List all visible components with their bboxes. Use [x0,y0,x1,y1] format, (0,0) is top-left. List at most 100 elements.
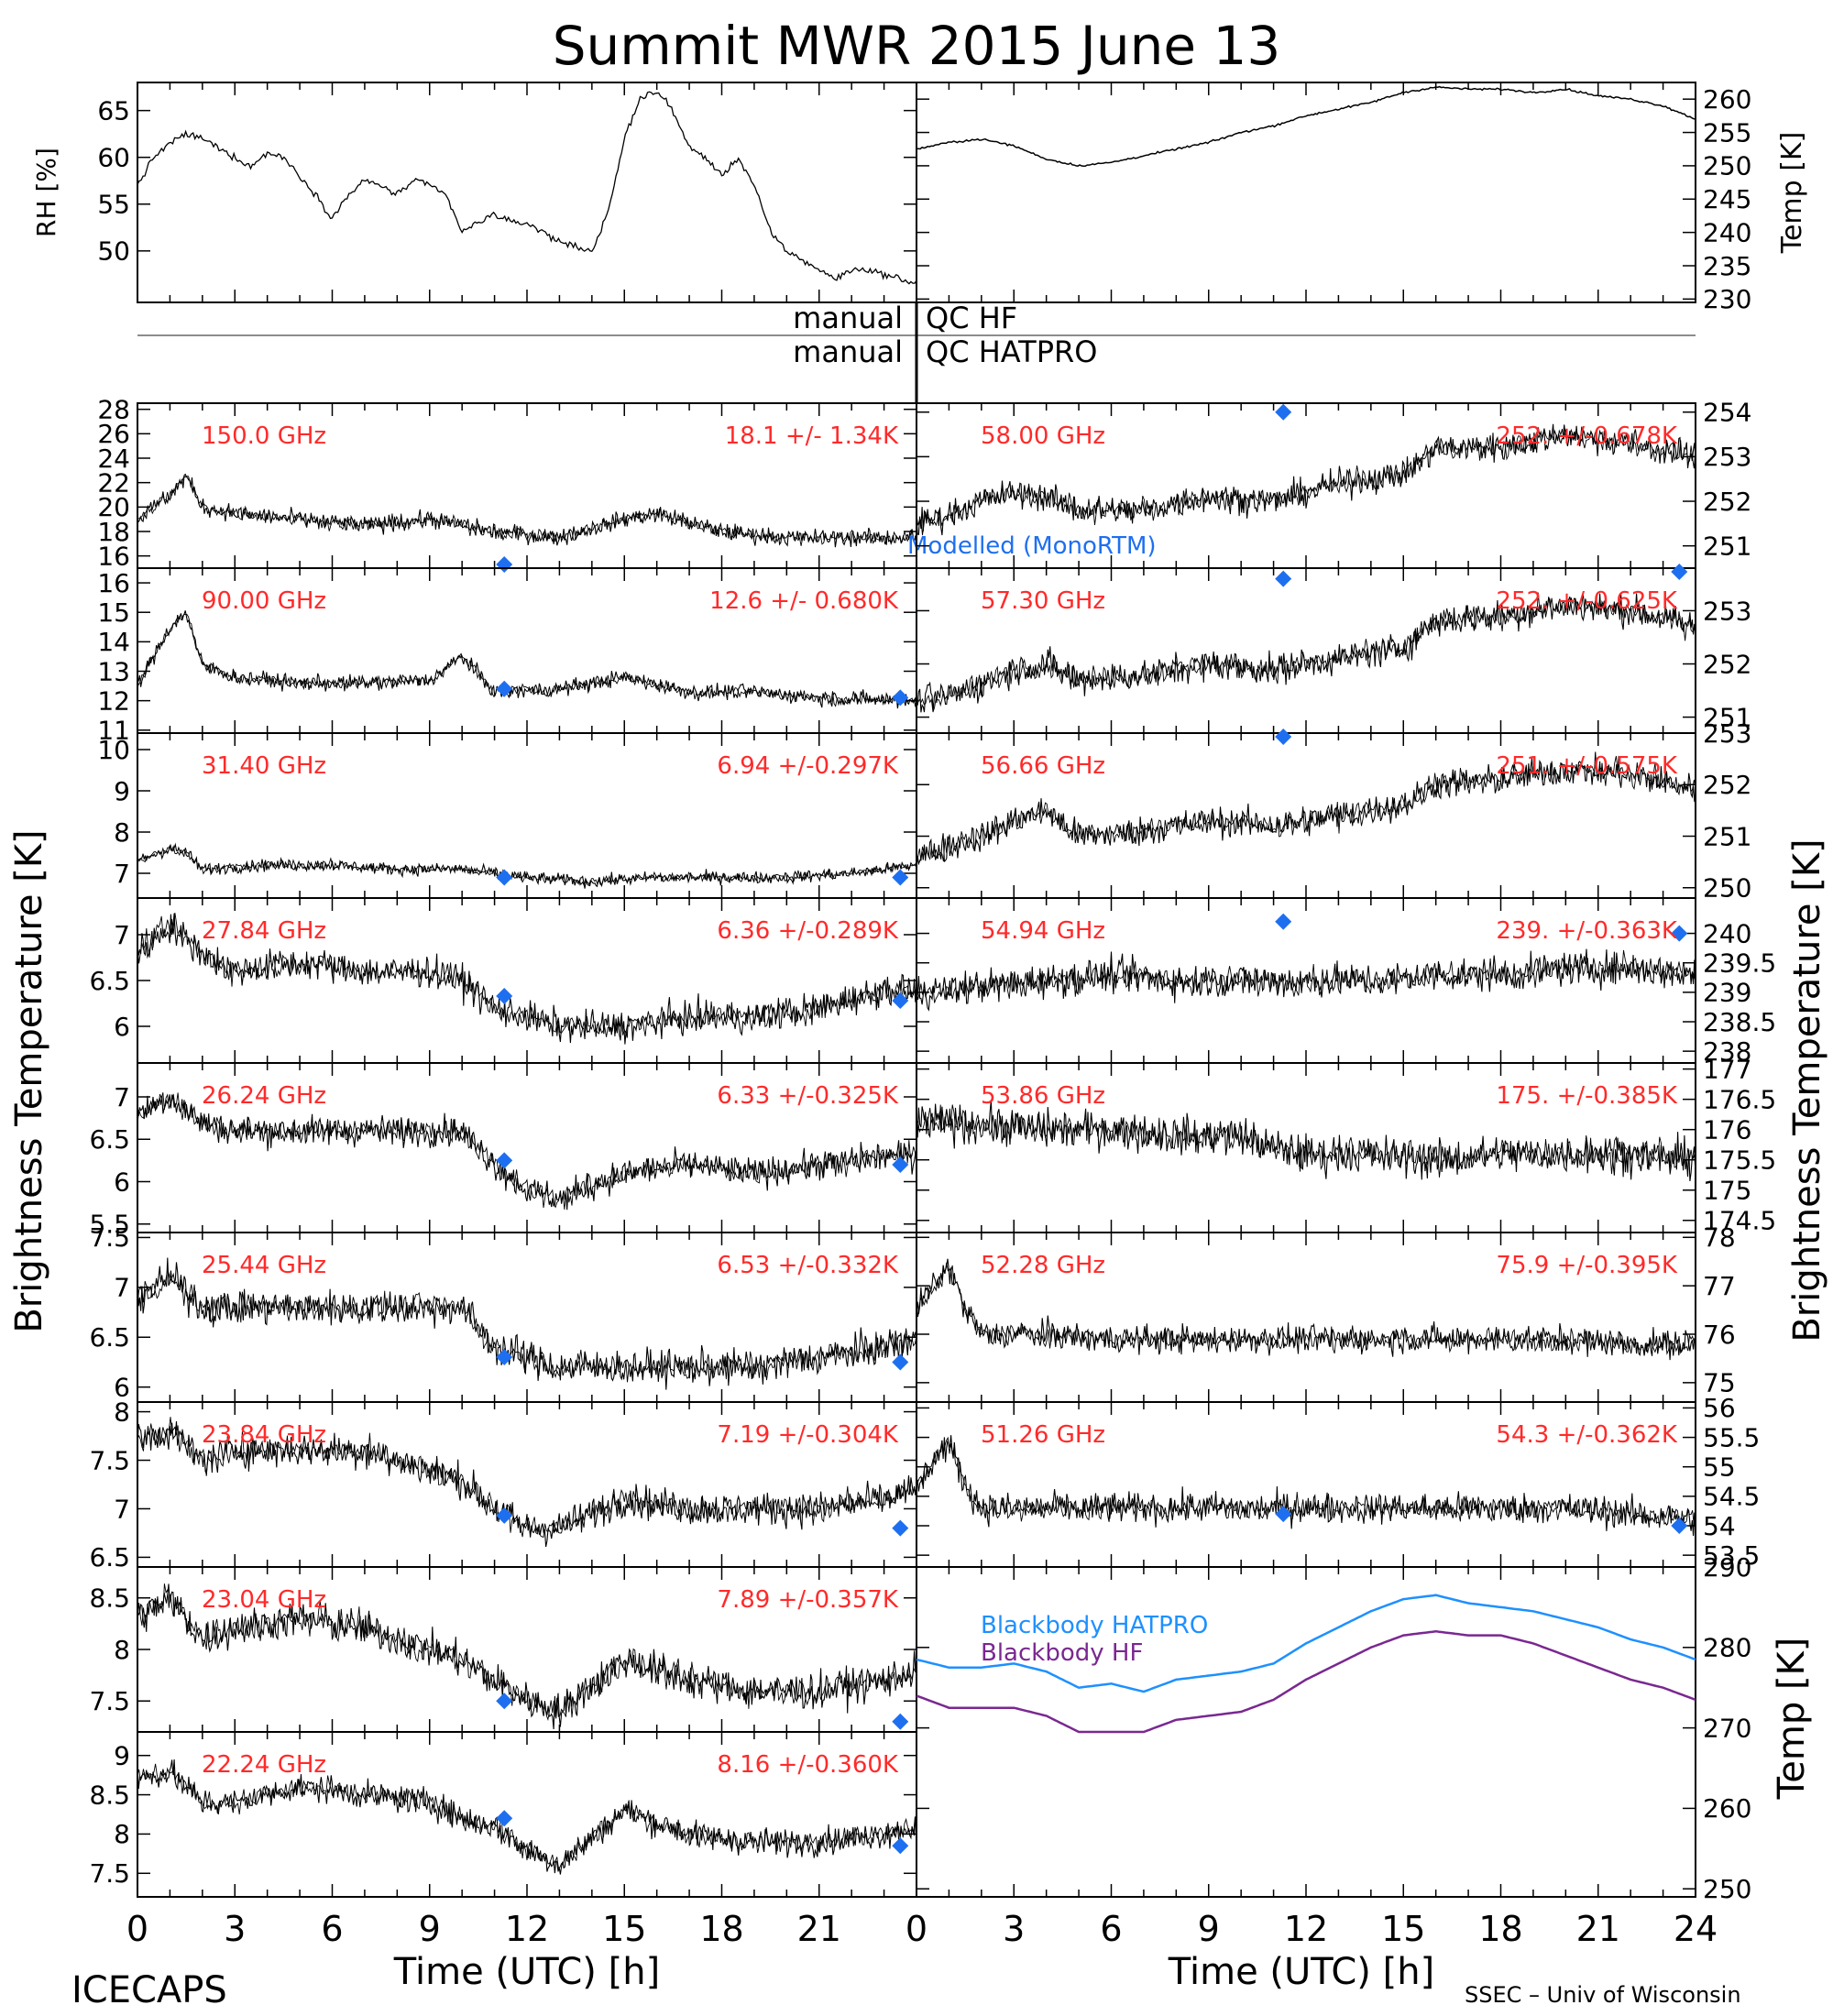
y-tick-label: 240 [1703,217,1751,247]
modelled-legend: Modelled (MonoRTM) [907,532,1157,560]
channel-statistics: 7.19 +/-0.304K [717,1421,899,1449]
y-tick-label: 6 [114,1012,130,1042]
blackbody-axis-label: Temp [K] [1771,1638,1813,1801]
x-tick-label: 0 [906,1909,927,1949]
rh-trace [137,91,917,285]
temp-trace [916,85,1696,168]
channel-panel: 5.5 6 6.5 7 26.24 GHz 6.33 +/-0.325K [89,1062,917,1240]
modelled-marker [496,1152,513,1169]
brightness-temp-trace [916,1435,1696,1537]
y-tick-label: 56 [1703,1393,1736,1423]
channel-frequency: 51.26 GHz [981,1421,1105,1449]
brightness-temp-trace [916,1258,1696,1361]
x-tick-label: 12 [505,1909,549,1949]
y-tick-label: 14 [97,627,130,657]
brightness-temp-trace [137,473,917,548]
tb-left-axis-label: Brightness Temperature [K] [8,829,50,1332]
y-tick-label: 238 [1703,1036,1751,1067]
x-tick-label: 24 [1674,1909,1718,1949]
channel-frequency: 58.00 GHz [981,422,1105,450]
y-tick-label: 10 [97,735,130,765]
channel-statistics: 6.36 +/-0.289K [717,917,899,945]
y-tick-label: 75 [1703,1368,1736,1398]
channel-panel: 6.5 7 7.5 8 23.84 GHz 7.19 +/-0.304K [89,1397,917,1572]
modelled-marker [1671,1517,1688,1534]
brightness-temp-trace [137,913,917,1045]
y-tick-label: 26 [97,419,130,449]
channel-frequency: 22.24 GHz [202,1751,326,1779]
modelled-marker [1275,913,1292,930]
y-tick-label: 239 [1703,978,1751,1008]
y-tick-label: 260 [1703,84,1751,115]
y-tick-label: 250 [1703,873,1751,904]
qc-hf-label: QC HF [926,301,1017,335]
channel-statistics: 175. +/-0.385K [1496,1082,1678,1110]
brightness-temp-trace [916,423,1696,536]
modelled-marker [892,869,909,886]
y-tick-label: 55 [1703,1452,1736,1483]
y-tick-label: 16 [97,541,130,571]
modelled-marker [892,992,909,1009]
modelled-marker [496,1507,513,1524]
brightness-temp-trace [916,1262,1696,1355]
x-tick-label: 18 [1478,1909,1522,1949]
x-tick-label: 21 [1576,1909,1620,1949]
x-tick-label: 6 [1100,1909,1122,1949]
y-tick-label: 176 [1703,1114,1751,1145]
brightness-temp-trace [137,842,917,889]
y-tick-label: 6.5 [89,1542,130,1572]
y-tick-label: 9 [114,776,130,806]
channel-frequency: 27.84 GHz [202,917,326,945]
modelled-marker [496,1693,513,1710]
channel-statistics: 252. +/-0.678K [1496,422,1678,450]
y-tick-label: 18 [97,517,130,547]
x-tick-label: 21 [797,1909,841,1949]
channel-panel: 251 252 253 57.30 GHz 252. +/-0.625K [916,564,1751,734]
y-tick-label: 28 [97,394,130,424]
y-tick-label: 260 [1703,1793,1751,1824]
y-tick-label: 250 [1703,151,1751,181]
channel-frequency: 54.94 GHz [981,917,1105,945]
tb-right-axis-label: Brightness Temperature [K] [1786,838,1828,1342]
y-tick-label: 253 [1703,718,1751,749]
y-tick-label: 270 [1703,1713,1751,1743]
brightness-temp-trace [137,614,917,707]
modelled-marker [496,556,513,573]
y-tick-label: 7 [114,859,130,889]
brightness-temp-trace [137,913,917,1038]
y-tick-label: 55 [97,190,130,220]
y-tick-label: 177 [1703,1054,1751,1084]
modelled-marker [496,988,513,1004]
channel-panel: 7.5 8 8.5 9 22.24 GHz 8.16 +/-0.360K [89,1731,917,1898]
x-tick-label: 9 [419,1909,441,1949]
x-tick-label: 9 [1198,1909,1220,1949]
x-tick-label: 15 [602,1909,646,1949]
brightness-temp-trace [137,1759,917,1875]
brightness-temp-trace [137,1583,917,1730]
channel-statistics: 239. +/-0.363K [1496,917,1678,945]
x-axis-label-left: Time (UTC) [h] [393,1951,660,1993]
blackbody-hf-trace [916,1629,1696,1734]
x-tick-label: 3 [1003,1909,1025,1949]
brightness-temp-trace [916,755,1696,862]
qc-hatpro-label: QC HATPRO [926,334,1097,369]
y-tick-label: 11 [97,716,130,746]
y-tick-label: 7.5 [89,1686,130,1716]
y-tick-label: 60 [97,143,130,173]
blackbody-tick-group: 250 260 270 280 290 [916,1552,1751,1904]
channel-panel: 6 6.5 7 7.5 25.44 GHz 6.53 +/-0.332K [89,1222,917,1403]
y-tick-label: 174.5 [1703,1206,1776,1236]
brightness-temp-trace [137,1421,917,1548]
brightness-temp-trace [137,1763,917,1868]
channel-frequency: 53.86 GHz [981,1082,1105,1110]
brightness-temp-trace [137,1093,917,1211]
brightness-temp-trace [916,1436,1696,1532]
channel-statistics: 8.16 +/-0.360K [717,1751,899,1779]
modelled-marker [496,1349,513,1366]
y-tick-label: 253 [1703,442,1751,472]
y-tick-label: 16 [97,568,130,598]
y-tick-label: 280 [1703,1633,1751,1663]
